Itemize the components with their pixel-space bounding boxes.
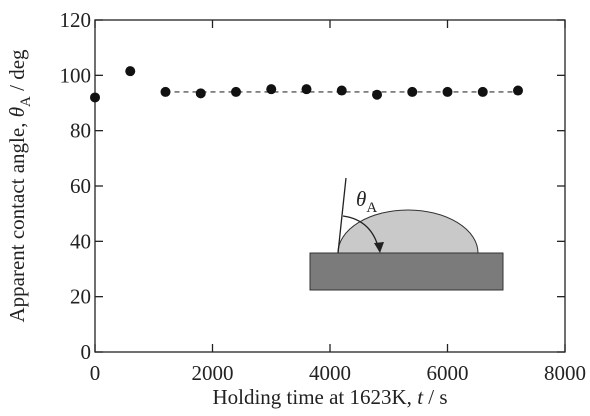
x-label-unit: / s (423, 385, 448, 409)
y-tick-label: 40 (70, 229, 91, 253)
data-point (372, 89, 382, 100)
x-tick-label: 8000 (544, 361, 586, 385)
x-label-text: Holding time at 1623K, (212, 385, 417, 409)
x-tick-label: 6000 (427, 361, 469, 385)
data-point (160, 86, 171, 97)
x-label-symbol: t (417, 385, 424, 409)
y-tick-label: 0 (81, 340, 92, 364)
data-point (266, 84, 277, 95)
data-point (125, 66, 136, 77)
data-point (442, 86, 453, 97)
inset-symbol: θ (356, 187, 366, 211)
x-axis-label: Holding time at 1623K, t / s (212, 385, 447, 409)
data-point (90, 92, 100, 103)
x-tick-label: 0 (90, 361, 101, 385)
y-tick-label: 60 (70, 174, 91, 198)
y-axis-label: Apparent contact angle, θA / deg (5, 49, 34, 323)
inset-subscript: A (366, 200, 377, 216)
y-label-unit: / deg (5, 49, 29, 96)
inset-label: θA (356, 187, 377, 216)
droplet (337, 209, 479, 254)
arrow-head (374, 242, 384, 253)
data-point (407, 86, 418, 97)
data-point (336, 85, 347, 96)
plot-frame (94, 19, 566, 353)
y-tick-label: 20 (70, 285, 91, 309)
y-label-subscript: A (18, 96, 34, 107)
y-tick-label: 80 (70, 119, 91, 143)
data-point (513, 85, 523, 96)
inset-diagram: θA (309, 177, 504, 291)
y-tick-label: 100 (60, 63, 92, 87)
x-tick-label: 2000 (192, 361, 234, 385)
data-point (231, 86, 241, 97)
data-point (477, 86, 488, 97)
data-point (195, 88, 206, 99)
y-label-symbol: θ (5, 107, 29, 117)
data-point (301, 84, 312, 95)
x-tick-label: 4000 (309, 361, 351, 385)
tangent-line (337, 177, 347, 254)
substrate (309, 252, 504, 291)
y-label-text: Apparent contact angle, (5, 117, 29, 322)
y-tick-label: 120 (60, 8, 92, 32)
